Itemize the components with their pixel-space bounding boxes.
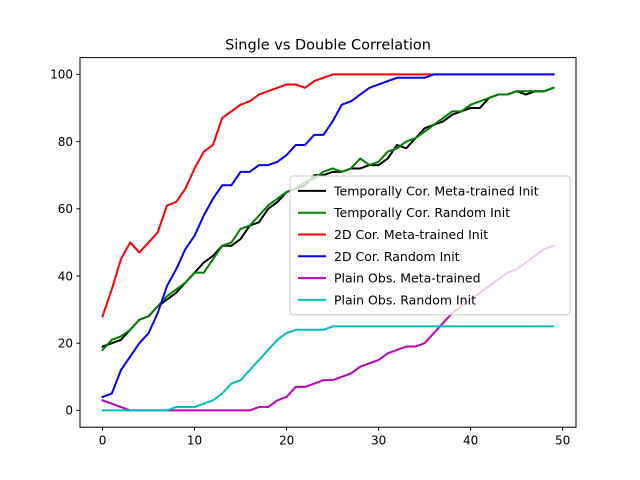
x-tick-label: 40 [463, 434, 478, 448]
ticks-layer: 0 10 20 30 40 50 0 20 40 60 80 100 [50, 68, 570, 448]
legend-label: Temporally Cor. Random Init [333, 205, 510, 220]
legend-label: Plain Obs. Meta-trained [334, 271, 481, 286]
plot-frame [79, 57, 577, 428]
x-tick-label: 50 [555, 434, 570, 448]
legend-label: Temporally Cor. Meta-trained Init [333, 183, 539, 198]
x-tick-label: 10 [187, 434, 202, 448]
y-tick-label: 80 [58, 135, 73, 149]
series-line-1 [101, 86, 555, 348]
y-tick-label: 40 [58, 269, 73, 283]
x-tick-label: 0 [99, 434, 107, 448]
x-tick-label: 30 [371, 434, 386, 448]
series-line-6 [101, 325, 555, 412]
legend-label: 2D Cor. Meta-trained Init [334, 227, 488, 242]
x-tick-label: 20 [279, 434, 294, 448]
legend-label: Plain Obs. Random Init [334, 292, 476, 307]
y-tick-label: 60 [58, 202, 73, 216]
series-line-2 [101, 86, 555, 352]
y-tick-label: 0 [65, 404, 73, 418]
y-tick-label: 100 [50, 68, 73, 82]
chart-title: Single vs Double Correlation [225, 38, 431, 54]
y-tick-label: 20 [58, 337, 73, 351]
series-line-4 [101, 73, 555, 399]
legend: Temporally Cor. Meta-trained Init Tempora… [289, 175, 571, 316]
legend-label: 2D Cor. Random Init [334, 249, 460, 264]
legend-box [289, 175, 571, 316]
series-layer [101, 73, 555, 412]
